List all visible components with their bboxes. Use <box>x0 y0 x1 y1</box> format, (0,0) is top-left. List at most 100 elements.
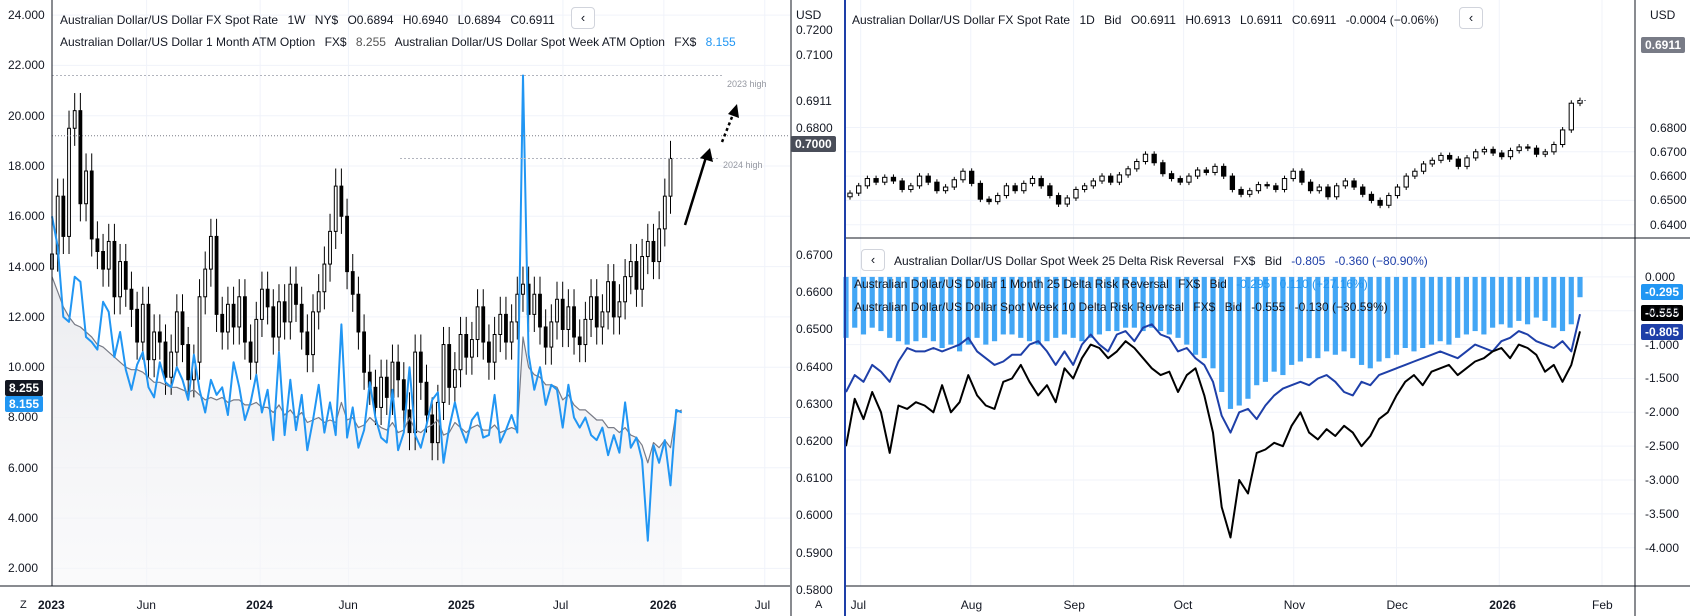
rb-collapse-legend-button[interactable]: ‹ <box>861 249 885 271</box>
left-candle-body <box>294 283 298 305</box>
rt-candle-body <box>1125 168 1131 176</box>
rt-candle-body <box>942 186 949 192</box>
left-candle-body <box>237 296 242 328</box>
annotation-2024-high: 2024 high <box>723 160 763 170</box>
left-y-tick: 14.000 <box>8 259 45 274</box>
middle-y-tick-lower: 0.5800 <box>796 582 833 597</box>
left-y-tick: 12.000 <box>8 309 45 324</box>
rb-1m25d-bar <box>1402 276 1408 348</box>
left-series1-value: 8.255 <box>355 35 386 49</box>
rt-candle-body <box>1412 170 1418 177</box>
left-candle-body <box>140 303 145 343</box>
rt-y-tick: 0.6600 <box>1650 169 1687 184</box>
rb-x-tick: Feb <box>1592 598 1613 612</box>
middle-y-tick: 0.6911 <box>796 93 832 108</box>
rt-candle-body <box>960 170 966 181</box>
rt-candle-body <box>908 185 914 190</box>
rb-y-tick: -2.500 <box>1645 439 1680 454</box>
rt-candle-body <box>1525 146 1531 149</box>
rb-series3-value: -0.555 <box>1251 300 1286 314</box>
middle-y-tick-lower: 0.6100 <box>796 471 833 486</box>
rt-interval: 1D <box>1079 13 1095 27</box>
rb-legend-3: Australian Dollar/US Dollar Spot Week 10… <box>854 299 1394 315</box>
rt-candle-body <box>1342 180 1349 187</box>
left-legend-line2: Australian Dollar/US Dollar 1 Month ATM … <box>60 34 742 50</box>
middle-y-tick: 0.7200 <box>796 23 833 38</box>
rb-1m25d-bar <box>939 276 945 348</box>
left-collapse-legend-button[interactable]: ‹ <box>571 7 595 29</box>
rb-1m25d-bar <box>1271 276 1277 372</box>
rt-candle-body <box>1012 185 1018 192</box>
left-series2-name[interactable]: Australian Dollar/US Dollar Spot Week AT… <box>394 35 665 49</box>
left-candle-body <box>95 238 100 253</box>
left-candle-body <box>623 276 628 303</box>
rt-candle-body <box>1551 144 1557 153</box>
left-candle-body <box>447 344 452 388</box>
left-candle-body <box>651 240 656 263</box>
left-symbol-name[interactable]: Australian Dollar/US Dollar FX Spot Rate <box>60 13 279 27</box>
middle-y-tick-lower: 0.6000 <box>796 508 833 523</box>
left-candle-body <box>458 333 463 371</box>
left-candle-body <box>657 228 662 263</box>
rb-series3-change: -0.130 (−30.59%) <box>1294 300 1388 314</box>
rb-x-tick: Aug <box>960 598 983 612</box>
left-candle-body <box>452 369 457 388</box>
rb-1m25d-bar <box>1524 276 1531 325</box>
rt-candle-body <box>882 176 888 183</box>
left-candle-body <box>566 306 571 330</box>
rb-1m25d-bar <box>922 276 928 338</box>
rt-candle-body <box>1533 147 1540 155</box>
left-candle-body <box>464 333 469 358</box>
middle-currency-label[interactable]: USD <box>796 8 822 22</box>
left-interval: 1W <box>287 13 306 27</box>
rb-1m25d-bar <box>1254 276 1260 386</box>
rb-x-tick: Dec <box>1386 598 1408 612</box>
left-projection-arrow <box>720 111 736 143</box>
left-candle-body <box>123 261 128 290</box>
rb-series2-name[interactable]: Australian Dollar/US Dollar 1 Month 25 D… <box>854 277 1169 291</box>
rt-candle-body <box>1081 185 1088 190</box>
rb-1m25d-bar <box>1035 276 1041 345</box>
left-high: H0.6940 <box>402 13 449 27</box>
rt-currency-label[interactable]: USD <box>1650 8 1676 22</box>
rb-1m25d-bar <box>1070 276 1076 338</box>
rt-candle-body <box>1316 186 1322 192</box>
left-candle-body <box>424 381 429 416</box>
rt-candle-body <box>1481 148 1488 153</box>
rt-candle-body <box>1168 173 1175 180</box>
left-candle-body <box>146 303 151 361</box>
left-candle-body <box>396 361 401 381</box>
rb-1m25d-bar <box>1184 276 1190 345</box>
middle-y-tick-lower: 0.6700 <box>796 248 833 262</box>
rb-series3-type: Bid <box>1224 300 1242 314</box>
rt-candle-body <box>969 170 975 184</box>
left-x-tick: 2024 <box>246 598 273 612</box>
rt-candle-body <box>1559 129 1566 146</box>
rt-candle-body <box>1038 178 1044 187</box>
left-candle-body <box>475 306 480 341</box>
rt-symbol-name[interactable]: Australian Dollar/US Dollar FX Spot Rate <box>852 13 1071 27</box>
rt-collapse-legend-button[interactable]: ‹ <box>1459 7 1483 29</box>
rb-series1-name[interactable]: Australian Dollar/US Dollar Spot Week 25… <box>894 254 1224 268</box>
rb-x-tick: Nov <box>1283 598 1306 612</box>
rb-series3-name[interactable]: Australian Dollar/US Dollar Spot Week 10… <box>854 300 1184 314</box>
rb-1m25d-bar <box>1140 276 1146 332</box>
rt-candle-body <box>873 178 879 183</box>
left-trend-arrow-head <box>700 148 713 162</box>
rb-1m25d-bar <box>1324 276 1330 352</box>
rt-y-tick: 0.6700 <box>1650 144 1687 159</box>
middle-y-tick: 0.7100 <box>796 47 833 62</box>
auto-scale-button[interactable]: A <box>815 599 823 611</box>
rt-candle-body <box>1568 102 1574 131</box>
rb-y-tick: -3.000 <box>1645 473 1680 487</box>
rt-candle-body <box>899 180 905 190</box>
left-candle-body <box>538 293 542 328</box>
left-timezone-button[interactable]: Z <box>20 599 27 611</box>
rb-1m25d-bar <box>1210 276 1216 369</box>
rt-candle-body <box>1160 162 1166 175</box>
left-candle-body <box>78 110 83 205</box>
rb-1m25d-bar <box>1219 276 1225 392</box>
left-candle-body <box>441 344 446 403</box>
left-series1-name[interactable]: Australian Dollar/US Dollar 1 Month ATM … <box>60 35 316 49</box>
